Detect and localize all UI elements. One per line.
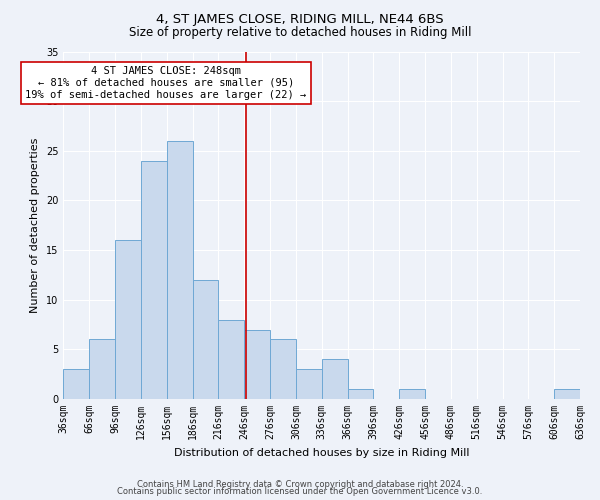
Text: Contains HM Land Registry data © Crown copyright and database right 2024.: Contains HM Land Registry data © Crown c… xyxy=(137,480,463,489)
Bar xyxy=(167,141,193,399)
Bar xyxy=(244,330,270,399)
Bar xyxy=(193,280,218,399)
Bar xyxy=(296,370,322,399)
Text: Size of property relative to detached houses in Riding Mill: Size of property relative to detached ho… xyxy=(129,26,471,39)
Bar xyxy=(322,360,347,399)
Bar xyxy=(89,340,115,399)
Bar xyxy=(115,240,141,399)
Bar xyxy=(141,160,167,399)
X-axis label: Distribution of detached houses by size in Riding Mill: Distribution of detached houses by size … xyxy=(174,448,469,458)
Text: 4 ST JAMES CLOSE: 248sqm
← 81% of detached houses are smaller (95)
19% of semi-d: 4 ST JAMES CLOSE: 248sqm ← 81% of detach… xyxy=(25,66,307,100)
Y-axis label: Number of detached properties: Number of detached properties xyxy=(31,138,40,313)
Bar xyxy=(554,389,580,399)
Bar xyxy=(64,370,89,399)
Bar xyxy=(218,320,244,399)
Bar xyxy=(347,389,373,399)
Text: 4, ST JAMES CLOSE, RIDING MILL, NE44 6BS: 4, ST JAMES CLOSE, RIDING MILL, NE44 6BS xyxy=(156,12,444,26)
Bar xyxy=(399,389,425,399)
Bar xyxy=(270,340,296,399)
Text: Contains public sector information licensed under the Open Government Licence v3: Contains public sector information licen… xyxy=(118,487,482,496)
